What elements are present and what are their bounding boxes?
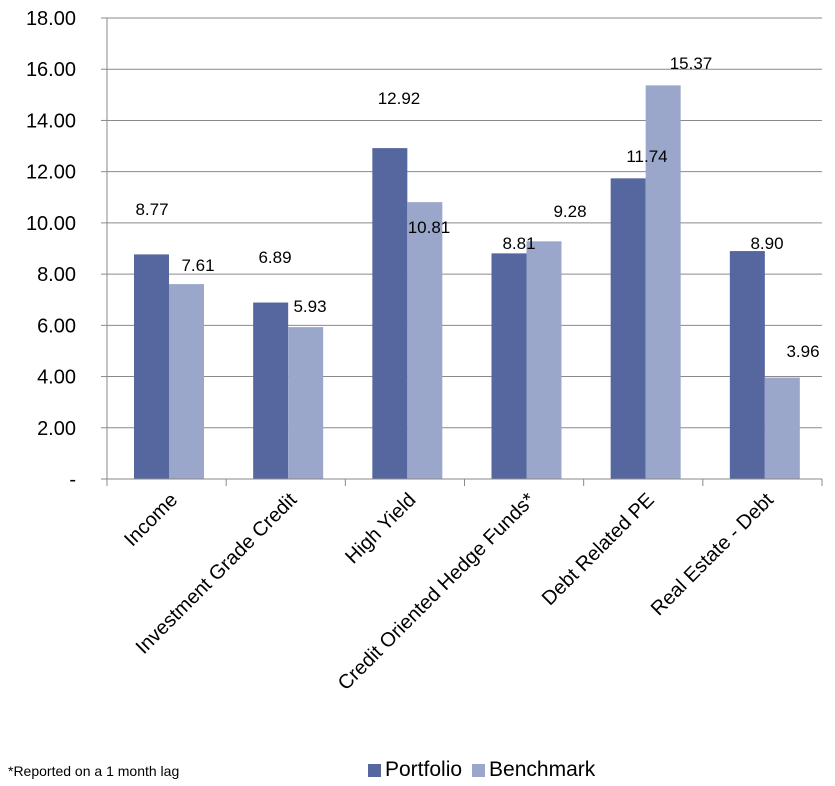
x-category-label: Real Estate - Debt: [647, 489, 778, 620]
y-tick-label: 12.00: [26, 162, 76, 184]
data-label-benchmark: 7.61: [181, 256, 214, 275]
y-tick-label: 10.00: [26, 213, 76, 235]
bar-benchmark: [645, 85, 681, 479]
bar-benchmark: [288, 327, 324, 479]
x-category-label: Credit Oriented Hedge Funds*: [334, 489, 540, 695]
y-tick-label: 6.00: [37, 315, 76, 337]
data-label-portfolio: 8.77: [135, 200, 168, 219]
data-label-portfolio: 8.81: [502, 234, 535, 253]
data-label-benchmark: 15.37: [670, 54, 713, 73]
x-category-label: High Yield: [341, 489, 420, 568]
data-label-portfolio: 12.92: [378, 89, 421, 108]
bar-portfolio: [491, 253, 527, 479]
bar-portfolio: [372, 148, 408, 480]
x-category-label: Debt Related PE: [538, 489, 659, 610]
y-tick-label: -: [69, 469, 76, 491]
y-tick-label: 8.00: [37, 264, 76, 286]
bars: [134, 85, 800, 480]
y-tick-label: 2.00: [37, 418, 76, 440]
bar-benchmark: [169, 284, 204, 479]
y-tick-label: 18.00: [26, 8, 76, 30]
legend-label-portfolio: Portfolio: [385, 758, 463, 781]
legend-item-portfolio: Portfolio: [368, 758, 462, 782]
bar-portfolio: [134, 254, 169, 479]
data-label-benchmark: 3.96: [786, 342, 819, 361]
bar-portfolio: [610, 178, 646, 479]
y-tick-label: 4.00: [37, 367, 76, 389]
legend-swatch-benchmark: [472, 763, 486, 777]
data-label-portfolio: 11.74: [626, 147, 667, 166]
data-labels: 8.77 6.89 12.92 8.81 11.74 8.90 7.61 5.93 10.81 9…: [135, 54, 819, 361]
bar-portfolio: [253, 302, 289, 479]
x-category-label: Income: [120, 489, 182, 551]
y-axis: - 2.00 4.00 6.00 8.00 10.00 12.00 14.00 16.00 18.…: [26, 8, 108, 491]
y-tick-label: 14.00: [26, 110, 76, 132]
footnote: *Reported on a 1 month lag: [8, 763, 180, 779]
gridlines: [107, 17, 822, 429]
legend: Portfolio Benchmark: [368, 758, 605, 782]
data-label-portfolio: 8.90: [750, 234, 783, 253]
data-label-benchmark: 5.93: [293, 297, 326, 316]
bar-benchmark: [764, 377, 800, 479]
bar-benchmark: [526, 241, 562, 479]
bar-benchmark: [407, 202, 443, 479]
data-label-benchmark: 10.81: [408, 218, 451, 237]
legend-item-benchmark: Benchmark: [472, 758, 595, 782]
data-label-benchmark: 9.28: [553, 202, 586, 221]
y-tick-label: 16.00: [26, 59, 76, 81]
legend-swatch-portfolio: [368, 763, 381, 777]
legend-label-benchmark: Benchmark: [489, 758, 596, 781]
data-label-portfolio: 6.89: [258, 248, 291, 267]
bar-portfolio: [729, 251, 765, 479]
